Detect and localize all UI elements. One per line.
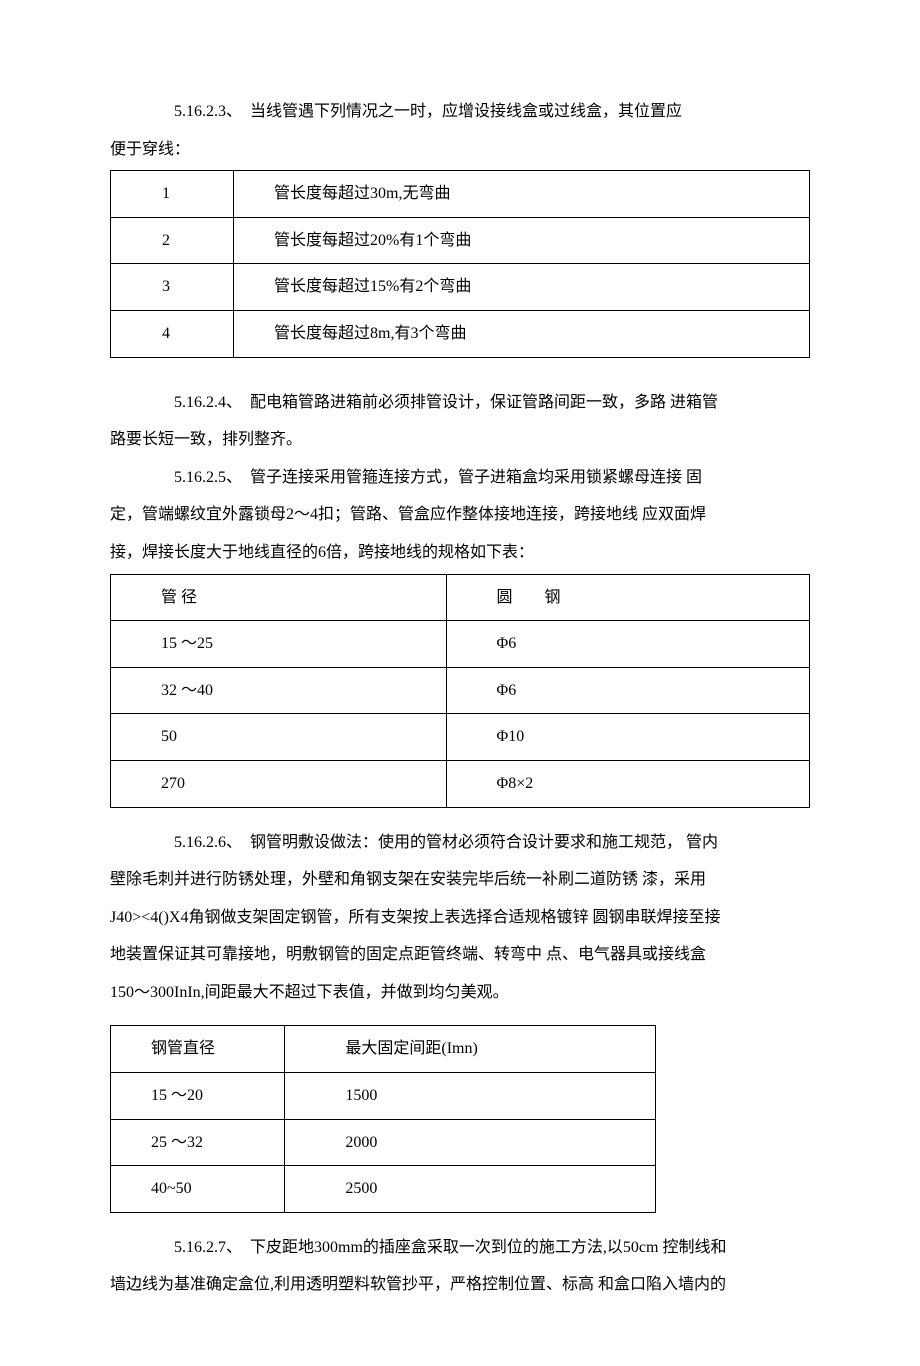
cell-index: 3 <box>111 264 234 311</box>
table-header-row: 钢管直径 最大固定间距(Imn) <box>111 1026 656 1073</box>
cell-diameter: 40~50 <box>111 1166 285 1213</box>
paragraph-5-16-2-6-line2: 壁除毛刺并进行防锈处理，外壁和角钢支架在安装完毕后统一补刷二道防锈 漆，采用 <box>110 863 810 897</box>
table-row: 32 〜40 Φ6 <box>111 667 810 714</box>
cell-spacing: 1500 <box>285 1073 656 1120</box>
table-max-fix-spacing: 钢管直径 最大固定间距(Imn) 15 〜20 1500 25 〜32 2000… <box>110 1025 656 1212</box>
paragraph-5-16-2-4-line1: 5.16.2.4、 配电箱管路进箱前必须排管设计，保证管路间距一致，多路 进箱管 <box>110 386 810 420</box>
table-row: 4 管长度每超过8m,有3个弯曲 <box>111 310 810 357</box>
paragraph-5-16-2-3-line2: 便于穿线： <box>110 133 810 167</box>
paragraph-5-16-2-5-line2: 定，管端螺纹宜外露锁母2〜4扣；管路、管盒应作整体接地连接，跨接地线 应双面焊 <box>110 498 810 532</box>
paragraph-5-16-2-4-line2: 路要长短一致，排列整齐。 <box>110 423 810 457</box>
cell-diameter: 25 〜32 <box>111 1119 285 1166</box>
cell-steel: Φ8×2 <box>446 760 809 807</box>
table-row: 15 〜20 1500 <box>111 1073 656 1120</box>
cell-diameter: 32 〜40 <box>111 667 447 714</box>
cell-index: 1 <box>111 171 234 218</box>
table-row: 270 Φ8×2 <box>111 760 810 807</box>
cell-spacing: 2500 <box>285 1166 656 1213</box>
paragraph-5-16-2-5-line1: 5.16.2.5、 管子连接采用管箍连接方式，管子进箱盒均采用锁紧螺母连接 固 <box>110 461 810 495</box>
document-page: 5.16.2.3、 当线管遇下列情况之一时，应增设接线盒或过线盒，其位置应 便于… <box>0 0 920 1366</box>
header-pipe-diameter: 管 径 <box>111 574 447 621</box>
paragraph-5-16-2-7-line2: 墙边线为基准确定盒位,利用透明塑料软管抄平，严格控制位置、标高 和盒口陷入墙内的 <box>110 1268 810 1302</box>
paragraph-5-16-2-5-line3: 接，焊接长度大于地线直径的6倍，跨接地线的规格如下表： <box>110 536 810 570</box>
table-row: 1 管长度每超过30m,无弯曲 <box>111 171 810 218</box>
paragraph-5-16-2-6-line3: J40><4()X4角钢做支架固定钢管，所有支架按上表选择合适规格镀锌 圆钢串联… <box>110 901 810 935</box>
table-row: 25 〜32 2000 <box>111 1119 656 1166</box>
paragraph-5-16-2-3-line1: 5.16.2.3、 当线管遇下列情况之一时，应增设接线盒或过线盒，其位置应 <box>110 95 810 129</box>
paragraph-5-16-2-6-line1: 5.16.2.6、 钢管明敷设做法：使用的管材必须符合设计要求和施工规范， 管内 <box>110 826 810 860</box>
cell-spacing: 2000 <box>285 1119 656 1166</box>
table-row: 2 管长度每超过20%有1个弯曲 <box>111 217 810 264</box>
table-row: 50 Φ10 <box>111 714 810 761</box>
header-round-steel: 圆 钢 <box>446 574 809 621</box>
cell-index: 4 <box>111 310 234 357</box>
table-header-row: 管 径 圆 钢 <box>111 574 810 621</box>
paragraph-5-16-2-6-line5: 150〜300InIn,间距最大不超过下表值，并做到均匀美观。 <box>110 976 810 1010</box>
table-junction-box-conditions: 1 管长度每超过30m,无弯曲 2 管长度每超过20%有1个弯曲 3 管长度每超… <box>110 170 810 357</box>
cell-diameter: 270 <box>111 760 447 807</box>
cell-desc: 管长度每超过15%有2个弯曲 <box>234 264 810 311</box>
cell-diameter: 50 <box>111 714 447 761</box>
cell-desc: 管长度每超过20%有1个弯曲 <box>234 217 810 264</box>
cell-diameter: 15 〜20 <box>111 1073 285 1120</box>
cell-steel: Φ6 <box>446 621 809 668</box>
table-row: 3 管长度每超过15%有2个弯曲 <box>111 264 810 311</box>
header-max-spacing: 最大固定间距(Imn) <box>285 1026 656 1073</box>
cell-steel: Φ6 <box>446 667 809 714</box>
table-ground-wire-spec: 管 径 圆 钢 15 〜25 Φ6 32 〜40 Φ6 50 Φ10 270 Φ… <box>110 574 810 808</box>
paragraph-5-16-2-6-line4: 地装置保证其可靠接地，明敷钢管的固定点距管终端、转弯中 点、电气器具或接线盒 <box>110 938 810 972</box>
cell-steel: Φ10 <box>446 714 809 761</box>
cell-desc: 管长度每超过30m,无弯曲 <box>234 171 810 218</box>
table-row: 15 〜25 Φ6 <box>111 621 810 668</box>
paragraph-5-16-2-7-line1: 5.16.2.7、 下皮距地300mm的插座盒采取一次到位的施工方法,以50cm… <box>110 1231 810 1265</box>
cell-desc: 管长度每超过8m,有3个弯曲 <box>234 310 810 357</box>
header-pipe-diameter: 钢管直径 <box>111 1026 285 1073</box>
table-row: 40~50 2500 <box>111 1166 656 1213</box>
cell-index: 2 <box>111 217 234 264</box>
cell-diameter: 15 〜25 <box>111 621 447 668</box>
